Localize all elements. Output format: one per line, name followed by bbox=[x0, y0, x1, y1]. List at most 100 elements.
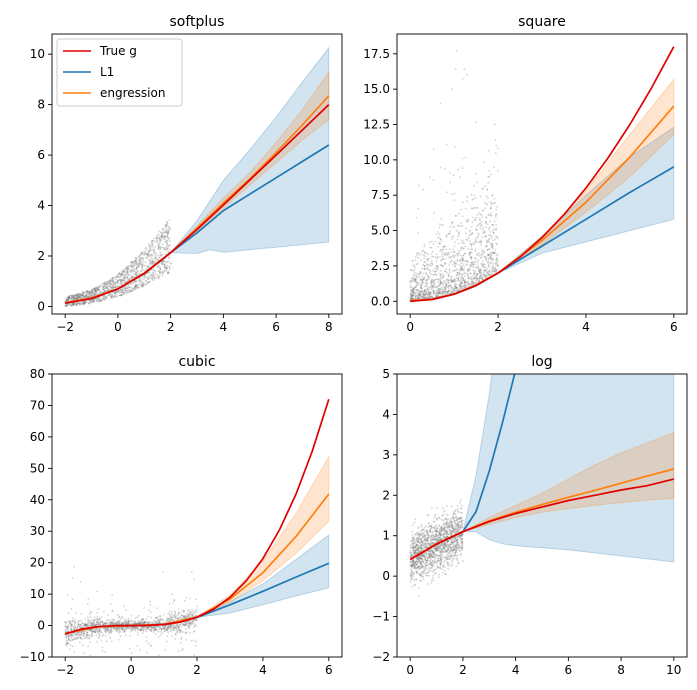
softplus-scatter-point bbox=[161, 233, 164, 236]
square-scatter-point bbox=[419, 272, 422, 275]
softplus-scatter-point bbox=[104, 298, 107, 300]
softplus-scatter-point bbox=[148, 275, 150, 277]
softplus-scatter-point bbox=[90, 300, 93, 303]
log-scatter-point bbox=[446, 536, 449, 538]
square-scatter-point bbox=[461, 268, 464, 271]
softplus-scatter-point bbox=[94, 289, 97, 292]
cubic-scatter-point bbox=[169, 620, 172, 622]
square-scatter-point bbox=[489, 273, 491, 276]
softplus-scatter-point bbox=[90, 294, 93, 296]
square-scatter-point bbox=[458, 283, 461, 286]
log-scatter-point bbox=[430, 548, 433, 551]
cubic-scatter-point bbox=[97, 620, 99, 623]
square-scatter-point bbox=[439, 277, 442, 280]
softplus-scatter-point bbox=[154, 256, 157, 259]
log-scatter-point bbox=[413, 521, 416, 524]
square-scatter-point bbox=[411, 286, 413, 289]
cubic-scatter-point bbox=[85, 625, 88, 627]
log-scatter-point bbox=[427, 535, 429, 538]
log-scatter-point bbox=[450, 541, 453, 544]
square-scatter-point bbox=[496, 253, 499, 256]
square-scatter-point bbox=[460, 239, 463, 242]
softplus-scatter-point bbox=[114, 281, 117, 284]
square-scatter-point bbox=[474, 276, 477, 279]
cubic-scatter-point bbox=[134, 622, 137, 625]
cubic-scatter-point bbox=[147, 662, 149, 664]
softplus-scatter-point bbox=[72, 296, 75, 298]
square-scatter-point bbox=[434, 286, 437, 289]
cubic-scatter-point bbox=[69, 639, 71, 642]
square-scatter-point bbox=[435, 292, 438, 295]
square-scatter-point bbox=[433, 279, 435, 282]
softplus-scatter-point bbox=[83, 302, 86, 305]
square-scatter-point bbox=[453, 226, 456, 228]
square-scatter-point bbox=[444, 292, 447, 295]
cubic-scatter-point bbox=[78, 631, 80, 634]
softplus-scatter-point bbox=[166, 239, 168, 242]
log-scatter-point bbox=[412, 549, 415, 551]
log-scatter-point bbox=[440, 534, 442, 537]
cubic-scatter-point bbox=[104, 628, 107, 631]
softplus-scatter-point bbox=[97, 288, 100, 291]
square-scatter-point bbox=[485, 274, 488, 277]
cubic-scatter-point bbox=[76, 636, 79, 639]
softplus-scatter-point bbox=[112, 284, 115, 287]
square-scatter-point bbox=[430, 280, 433, 283]
log-scatter-point bbox=[435, 531, 438, 534]
log-scatter-point bbox=[451, 530, 454, 533]
square-scatter-point bbox=[492, 268, 495, 271]
cubic-scatter-point bbox=[174, 617, 177, 619]
log-scatter-point bbox=[447, 558, 449, 560]
square-scatter-point bbox=[448, 269, 451, 272]
square-scatter-point bbox=[427, 253, 430, 256]
log-scatter-point bbox=[420, 530, 423, 533]
cubic-scatter-point bbox=[80, 632, 83, 634]
softplus-scatter-point bbox=[133, 285, 136, 288]
square-scatter-point bbox=[452, 248, 454, 251]
square-scatter-point bbox=[416, 288, 419, 291]
square-scatter-point bbox=[434, 292, 437, 294]
cubic-scatter-point bbox=[68, 648, 71, 651]
softplus-scatter-point bbox=[131, 289, 134, 292]
square-scatter-point bbox=[441, 255, 444, 258]
softplus-scatter-point bbox=[111, 286, 113, 289]
square-scatter-point bbox=[481, 278, 484, 280]
softplus-scatter-point bbox=[67, 295, 70, 298]
log-scatter-point bbox=[461, 534, 464, 536]
square-scatter-point bbox=[469, 265, 472, 268]
log-scatter-point bbox=[454, 519, 456, 522]
square-scatter-point bbox=[484, 245, 487, 248]
softplus-scatter-point bbox=[157, 265, 160, 268]
square-scatter-point bbox=[466, 273, 469, 276]
cubic-scatter-point bbox=[177, 628, 180, 630]
softplus-scatter-point bbox=[80, 297, 83, 299]
softplus-scatter-point bbox=[84, 301, 87, 304]
softplus-scatter-point bbox=[88, 292, 91, 295]
log-scatter-point bbox=[444, 537, 446, 539]
cubic-scatter-point bbox=[151, 626, 154, 629]
square-scatter-point bbox=[439, 282, 441, 285]
log-scatter-point bbox=[460, 541, 463, 544]
log-scatter-point bbox=[412, 544, 414, 547]
softplus-scatter-point bbox=[133, 262, 136, 265]
square-scatter-point bbox=[482, 209, 484, 211]
softplus-scatter-point bbox=[73, 303, 76, 306]
softplus-scatter-point bbox=[166, 260, 168, 263]
square-scatter-point bbox=[452, 174, 455, 177]
cubic-scatter-point bbox=[190, 621, 193, 624]
log-scatter-point bbox=[416, 549, 419, 552]
softplus-scatter-point bbox=[140, 251, 143, 254]
square-scatter-point bbox=[487, 253, 489, 256]
softplus-scatter-point bbox=[65, 300, 67, 302]
square-scatter-point bbox=[495, 242, 497, 245]
cubic-scatter-point bbox=[155, 625, 158, 628]
square-scatter-point bbox=[454, 215, 457, 217]
log-scatter-point bbox=[418, 532, 421, 535]
square-scatter-point bbox=[447, 274, 450, 277]
cubic-scatter-point bbox=[94, 631, 97, 634]
softplus-scatter-point bbox=[98, 300, 101, 302]
cubic-scatter-point bbox=[72, 625, 75, 628]
softplus-scatter-point bbox=[124, 267, 127, 270]
square-scatter-point bbox=[476, 241, 478, 244]
log-scatter-point bbox=[436, 544, 439, 547]
